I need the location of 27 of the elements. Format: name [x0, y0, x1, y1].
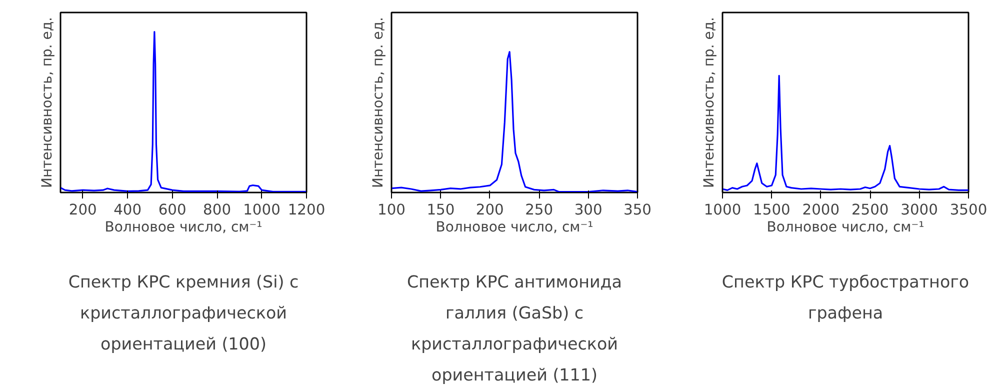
x-tick-label: 1000: [243, 202, 280, 218]
x-tick-label: 1000: [704, 202, 742, 218]
x-tick-label: 600: [158, 202, 186, 218]
x-tick-label: 200: [476, 202, 504, 218]
y-axis-title: Интенсивность, пр. ед.: [370, 16, 386, 188]
text: Спектр КРС кремния (Si) с кристаллографической ориентацией (100): [68, 272, 299, 354]
x-tick-label: 1500: [753, 202, 790, 218]
x-tick-label: 250: [525, 202, 554, 218]
text: Спектр КРС турбостратного графена: [722, 272, 970, 322]
x-tick-label: 3500: [950, 202, 988, 218]
x-tick-label: 200: [68, 202, 97, 218]
text: Спектр КРС антимонида галлия (GaSb) с кристаллографической ориентацией (111): [406, 272, 622, 384]
x-tick-label: 800: [203, 202, 232, 218]
x-tick-label: 1200: [288, 202, 326, 218]
y-axis-title: Интенсивность, пр. ед.: [702, 16, 718, 188]
x-tick-label: 300: [574, 202, 602, 218]
x-tick-label: 400: [114, 202, 142, 218]
x-axis-title: Волновое число, см⁻¹: [436, 220, 594, 236]
x-tick-label: 150: [426, 202, 455, 218]
y-axis-title: Интенсивность, пр. ед.: [40, 16, 56, 188]
x-tick-label: 3000: [900, 202, 938, 218]
x-axis-title: Волновое число, см⁻¹: [104, 220, 262, 236]
x-tick-label: 350: [624, 202, 652, 218]
x-tick-label: 2000: [802, 202, 840, 218]
x-tick-label: 2500: [851, 202, 889, 218]
x-axis-title: Волновое число, см⁻¹: [766, 220, 924, 236]
x-tick-label: 100: [378, 202, 406, 218]
